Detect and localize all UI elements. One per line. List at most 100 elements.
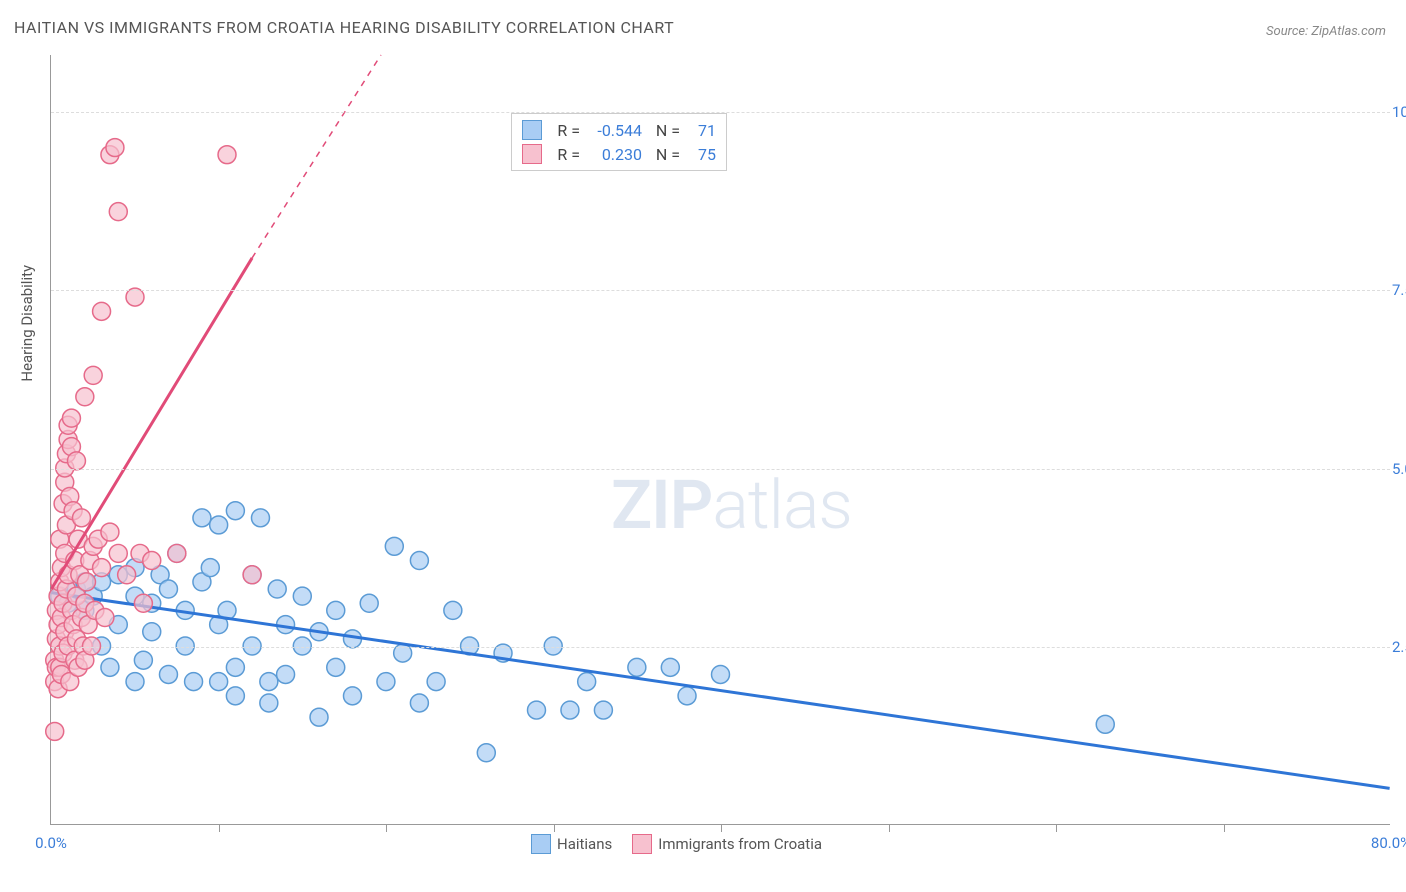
r-value-2: 0.230 [586, 145, 642, 164]
stats-row-series1: R = -0.544 N = 71 [522, 118, 716, 142]
scatter-point [143, 623, 161, 641]
trend-line-dashed [252, 55, 381, 258]
scatter-point [327, 601, 345, 619]
gridline [51, 290, 1390, 291]
n-label: N = [648, 145, 680, 164]
legend-label-2: Immigrants from Croatia [658, 835, 822, 853]
xtick-label: 80.0% [1371, 834, 1406, 852]
legend-item-2: Immigrants from Croatia [632, 834, 822, 854]
scatter-point [106, 139, 124, 157]
scatter-point [226, 658, 244, 676]
legend-swatch-2 [632, 834, 652, 854]
scatter-point [143, 552, 161, 570]
scatter-point [76, 388, 94, 406]
scatter-point [260, 694, 278, 712]
scatter-point [377, 673, 395, 691]
scatter-point [678, 687, 696, 705]
chart-title: HAITIAN VS IMMIGRANTS FROM CROATIA HEARI… [14, 18, 674, 37]
scatter-point [101, 523, 119, 541]
ytick-label: 5.0% [1392, 460, 1406, 478]
legend-label-1: Haitians [557, 835, 612, 853]
scatter-point [410, 552, 428, 570]
legend-item-1: Haitians [531, 834, 612, 854]
trend-line [51, 593, 1389, 789]
scatter-point [118, 566, 136, 584]
scatter-point [101, 658, 119, 676]
scatter-point [109, 544, 127, 562]
scatter-point [84, 366, 102, 384]
scatter-point [226, 502, 244, 520]
gridline [51, 112, 1390, 113]
scatter-point [477, 744, 495, 762]
scatter-point [427, 673, 445, 691]
r-label: R = [548, 145, 580, 164]
scatter-point [210, 516, 228, 534]
scatter-point [310, 708, 328, 726]
scatter-point [134, 594, 152, 612]
scatter-point [327, 658, 345, 676]
scatter-point [218, 146, 236, 164]
scatter-point [661, 658, 679, 676]
n-label: N = [648, 121, 680, 140]
scatter-point [159, 580, 177, 598]
scatter-point [78, 573, 96, 591]
scatter-point [243, 566, 261, 584]
scatter-point [96, 609, 114, 627]
scatter-point [293, 587, 311, 605]
scatter-point [628, 658, 646, 676]
scatter-point [712, 665, 730, 683]
gridline [51, 647, 1390, 648]
scatter-point [528, 701, 546, 719]
scatter-point [168, 544, 186, 562]
stats-row-series2: R = 0.230 N = 75 [522, 142, 716, 166]
scatter-point [444, 601, 462, 619]
ytick-label: 2.5% [1392, 638, 1406, 656]
trend-line-solid [51, 258, 252, 589]
xtick-mark [889, 824, 890, 832]
swatch-series1 [522, 120, 542, 140]
scatter-point [109, 203, 127, 221]
scatter-point [268, 580, 286, 598]
scatter-point [201, 559, 219, 577]
gridline [51, 469, 1390, 470]
y-axis-label: Hearing Disability [18, 265, 36, 382]
scatter-point [210, 673, 228, 691]
scatter-point [385, 537, 403, 555]
scatter-point [251, 509, 269, 527]
r-label: R = [548, 121, 580, 140]
swatch-series2 [522, 144, 542, 164]
correlation-stats-box: R = -0.544 N = 71 R = 0.230 N = 75 [511, 113, 727, 171]
scatter-point [360, 594, 378, 612]
xtick-mark [386, 824, 387, 832]
scatter-point [578, 673, 596, 691]
scatter-point [134, 651, 152, 669]
scatter-point [93, 559, 111, 577]
ytick-label: 10.0% [1392, 103, 1406, 121]
scatter-point [67, 452, 85, 470]
scatter-point [594, 701, 612, 719]
source-label: Source: ZipAtlas.com [1266, 24, 1386, 39]
n-value-2: 75 [686, 145, 716, 164]
scatter-point [62, 409, 80, 427]
xtick-mark [721, 824, 722, 832]
bottom-legend: Haitians Immigrants from Croatia [531, 834, 822, 854]
scatter-point [185, 673, 203, 691]
scatter-point [93, 302, 111, 320]
chart-plot-area: ZIPatlas R = -0.544 N = 71 R = 0.230 N =… [50, 55, 1390, 825]
scatter-point [72, 509, 90, 527]
xtick-mark [219, 824, 220, 832]
xtick-mark [1224, 824, 1225, 832]
n-value-1: 71 [686, 121, 716, 140]
scatter-point [1096, 715, 1114, 733]
scatter-point [159, 665, 177, 683]
scatter-point [126, 673, 144, 691]
xtick-mark [554, 824, 555, 832]
legend-swatch-1 [531, 834, 551, 854]
xtick-mark [1056, 824, 1057, 832]
xtick-label: 0.0% [35, 834, 67, 852]
scatter-point [277, 665, 295, 683]
ytick-label: 7.5% [1392, 281, 1406, 299]
scatter-point [561, 701, 579, 719]
scatter-point [260, 673, 278, 691]
scatter-point [343, 687, 361, 705]
